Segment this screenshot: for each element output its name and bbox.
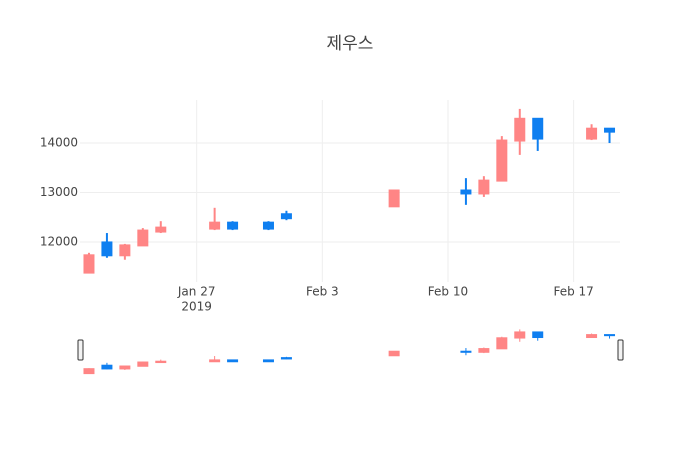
candle-body (514, 117, 526, 142)
y-tick-label: 13000 (40, 185, 78, 199)
x-tick-label: Feb 10 (428, 285, 468, 299)
range-handle-left[interactable] (77, 339, 84, 361)
x-year-label: 2019 (181, 300, 212, 314)
y-tick-label: 12000 (40, 234, 78, 248)
range-handle-right[interactable] (617, 339, 624, 361)
candle-body (209, 221, 221, 230)
candle-body (155, 226, 167, 233)
slider-candle-body (83, 368, 95, 375)
candle-body (137, 229, 149, 247)
candle-body (262, 221, 274, 230)
slider-candle-body (137, 361, 149, 367)
candle-body (586, 127, 598, 140)
slider-candle-body (460, 350, 472, 353)
candle-body (388, 189, 400, 208)
slider-candle-body (514, 331, 526, 339)
candle-body (532, 117, 544, 140)
slider-candle-body (388, 350, 400, 357)
slider-candle-body (280, 357, 292, 360)
candle-body (119, 244, 131, 257)
candle-body (280, 213, 292, 220)
x-tick-label: Feb 3 (306, 285, 339, 299)
slider-candle-body (478, 348, 490, 353)
candle-body (496, 139, 508, 182)
candle-body (83, 254, 95, 274)
slider-candle-body (532, 331, 544, 339)
candle-body (604, 127, 616, 133)
candle-body (478, 179, 490, 195)
chart-title: 제우스 (327, 34, 374, 54)
slider-candle-body (119, 365, 131, 370)
candle-body (101, 241, 113, 257)
slider-candle-body (101, 364, 113, 370)
x-tick-label: Jan 27 (177, 285, 216, 299)
slider-candle-body (155, 360, 167, 364)
candle-body (460, 189, 472, 195)
slider-candle-body (262, 359, 274, 363)
slider-candle-body (586, 334, 598, 339)
slider-candle-body (227, 359, 239, 363)
slider-candle-body (496, 337, 508, 350)
slider-candle-body (209, 359, 221, 363)
candle-body (227, 221, 239, 230)
y-tick-label: 14000 (40, 136, 78, 150)
slider-candle-body (604, 334, 616, 337)
x-tick-label: Feb 17 (553, 285, 593, 299)
